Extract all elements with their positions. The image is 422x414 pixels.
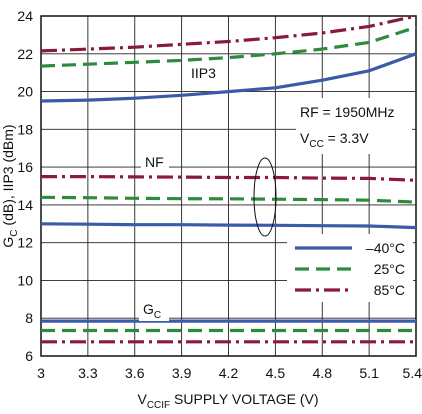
y-tick-label: 18 — [17, 121, 33, 137]
x-axis-label: VCCIF SUPPLY VOLTAGE (V) — [137, 391, 318, 411]
series-line-iip3 — [40, 52, 417, 103]
y-tick-label: 20 — [17, 84, 33, 100]
x-tick-label: 3.3 — [78, 365, 98, 381]
gc-label: GC — [143, 301, 161, 321]
gc-label-main: G — [143, 301, 154, 317]
x-tick-label: 5.4 — [403, 365, 422, 381]
series-line-nf — [41, 175, 417, 182]
y-tick-labels: 6 8 10 12 14 16 18 20 22 24 — [17, 8, 33, 364]
vcc-main: V — [300, 130, 310, 146]
x-tick-label: 4.8 — [313, 365, 333, 381]
plot-frame — [40, 15, 417, 357]
nf-group-ellipse — [253, 157, 277, 237]
grid-lines — [40, 15, 417, 357]
y-tick-label: 6 — [25, 348, 33, 364]
y-tick-label: 16 — [17, 159, 33, 175]
legend: –40°C 25°C 85°C — [287, 234, 413, 302]
y-axis-label-rest: (dB), IIP3 (dBm) — [0, 124, 16, 229]
x-tick-label: 3.6 — [125, 365, 145, 381]
x-tick-label: 3 — [37, 365, 45, 381]
series-line-iip3 — [40, 14, 417, 53]
rf-condition: RF = 1950MHz — [300, 104, 395, 120]
x-tick-label: 4.5 — [266, 365, 286, 381]
legend-label: 25°C — [374, 261, 405, 277]
gc-label-sub: C — [154, 310, 161, 321]
y-axis-label: GC (dB), IIP3 (dBm) — [0, 124, 20, 247]
legend-label: –40°C — [366, 240, 405, 256]
vcc-rest: = 3.3V — [324, 130, 369, 146]
vcc-sub: CC — [309, 139, 323, 150]
x-tick-label: 4.2 — [219, 365, 239, 381]
x-axis-label-sub: CCIF — [147, 400, 170, 411]
gc-label-bg — [139, 301, 169, 321]
y-tick-label: 24 — [17, 8, 33, 24]
conditions-bg — [296, 98, 412, 154]
y-axis-label-sub: C — [9, 229, 20, 236]
y-tick-label: 12 — [17, 235, 33, 251]
vcc-condition: VCC = 3.3V — [300, 130, 369, 150]
nf-label-bg — [141, 153, 169, 170]
y-tick-label: 8 — [25, 310, 33, 326]
nf-label: NF — [145, 154, 164, 170]
y-tick-label: 22 — [17, 46, 33, 62]
legend-label: 85°C — [374, 282, 405, 298]
iip3-label-bg — [186, 62, 228, 82]
x-tick-labels: 3 3.3 3.6 3.9 4.2 4.5 4.8 5.1 5.4 — [37, 365, 422, 381]
x-tick-label: 5.1 — [359, 365, 379, 381]
x-tick-label: 3.9 — [172, 365, 192, 381]
y-tick-label: 10 — [17, 272, 33, 288]
y-tick-label: 14 — [17, 197, 33, 213]
x-axis-label-rest: SUPPLY VOLTAGE (V) — [170, 391, 318, 407]
series-line-nf — [40, 222, 417, 230]
y-axis-label-main: G — [0, 237, 16, 248]
x-axis-label-main: V — [137, 391, 147, 407]
series-lines — [40, 14, 417, 344]
iip3-label: IIP3 — [191, 65, 216, 81]
